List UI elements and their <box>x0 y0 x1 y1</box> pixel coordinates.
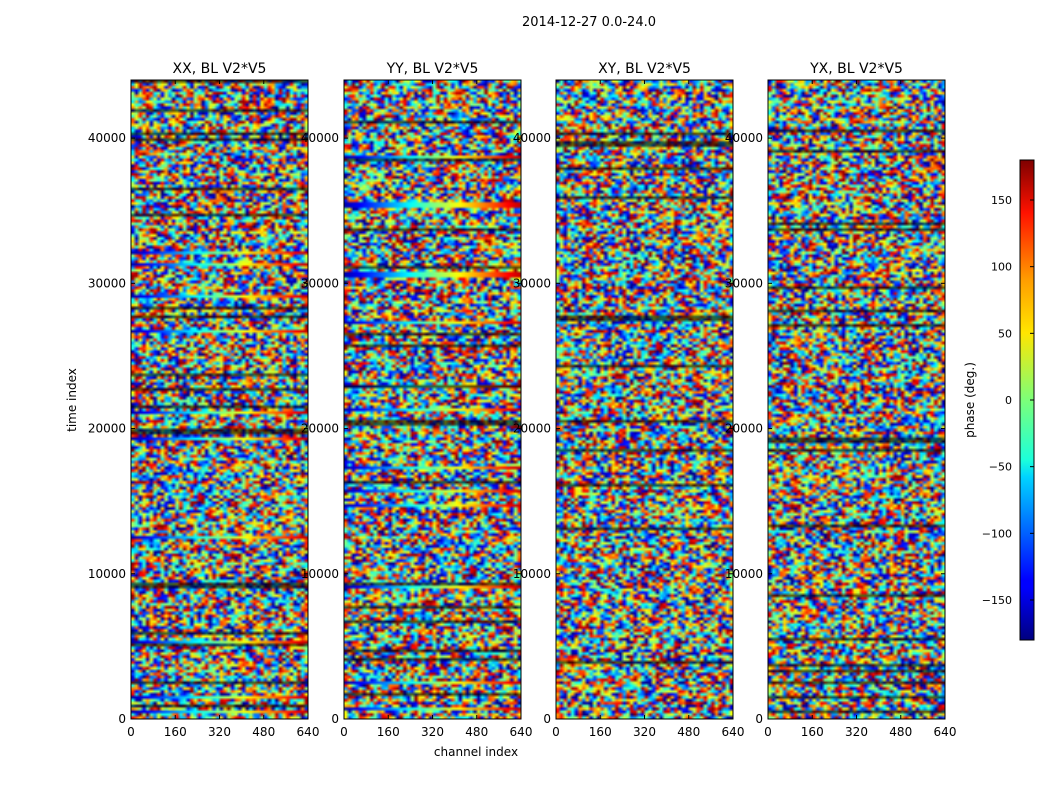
x-tick-label: 0 <box>552 725 560 739</box>
colorbar-tick-label: −150 <box>982 594 1012 607</box>
y-tick-label: 40000 <box>301 131 339 145</box>
x-tick-label: 0 <box>340 725 348 739</box>
x-tick-label: 640 <box>297 725 320 739</box>
x-tick-label: 480 <box>677 725 700 739</box>
colorbar-tick-label: 150 <box>991 194 1012 207</box>
heatmap-image <box>344 80 521 719</box>
colorbar-tick-label: −50 <box>989 461 1012 474</box>
x-tick-label: 160 <box>164 725 187 739</box>
heatmap-image <box>768 80 945 719</box>
panel-2: YY, BL V2*V5 0 160 320 480 640 0 10000 20000 3000… <box>301 61 533 739</box>
x-tick-label: 320 <box>421 725 444 739</box>
y-tick-label: 0 <box>331 712 339 726</box>
x-tick-label: 640 <box>934 725 957 739</box>
heatmap-image <box>556 80 733 719</box>
y-tick-label: 20000 <box>88 422 126 436</box>
panel-3: XY, BL V2*V5 0 160 320 480 640 0 10000 20000 3000… <box>513 61 745 739</box>
y-tick-label: 20000 <box>513 422 551 436</box>
y-tick-label: 10000 <box>301 567 339 581</box>
x-tick-label: 320 <box>845 725 868 739</box>
x-tick-label: 0 <box>764 725 772 739</box>
heatmap-panels: XX, BL V2*V5 0 160 320 480 640 0 10000 20000 3000… <box>88 61 957 739</box>
colorbar-tick-label: 50 <box>998 327 1012 340</box>
x-tick-label: 160 <box>589 725 612 739</box>
x-tick-label: 160 <box>377 725 400 739</box>
y-tick-label: 10000 <box>88 567 126 581</box>
heatmap-image <box>131 80 308 719</box>
panel-title: YY, BL V2*V5 <box>386 61 479 77</box>
x-tick-label: 160 <box>801 725 824 739</box>
y-tick-label: 0 <box>118 712 126 726</box>
colorbar-tick-label: 0 <box>1005 394 1012 407</box>
y-tick-label: 30000 <box>301 276 339 290</box>
colorbar: −150 −100 −50 0 50 100 150 phase (deg.) <box>963 159 1035 641</box>
x-tick-label: 640 <box>510 725 533 739</box>
y-tick-label: 20000 <box>725 422 763 436</box>
panel-1: XX, BL V2*V5 0 160 320 480 640 0 10000 20000 3000… <box>88 61 320 739</box>
panel-title: YX, BL V2*V5 <box>809 61 903 77</box>
y-tick-label: 10000 <box>725 567 763 581</box>
panel-title: XY, BL V2*V5 <box>598 61 691 77</box>
x-tick-label: 0 <box>127 725 135 739</box>
y-tick-label: 40000 <box>513 131 551 145</box>
colorbar-label: phase (deg.) <box>963 362 977 438</box>
x-tick-label: 480 <box>465 725 488 739</box>
y-tick-label: 20000 <box>301 422 339 436</box>
x-axis-label: channel index <box>434 745 518 759</box>
y-axis-label: time index <box>65 368 79 432</box>
colorbar-ticks: −150 −100 −50 0 50 100 150 <box>982 194 1034 607</box>
colorbar-tick-label: 100 <box>991 261 1012 274</box>
y-tick-label: 40000 <box>88 131 126 145</box>
x-tick-label: 480 <box>252 725 275 739</box>
x-tick-label: 320 <box>633 725 656 739</box>
y-tick-label: 0 <box>543 712 551 726</box>
panel-title: XX, BL V2*V5 <box>173 61 267 77</box>
y-tick-label: 40000 <box>725 131 763 145</box>
y-tick-label: 0 <box>755 712 763 726</box>
figure-suptitle: 2014-12-27 0.0-24.0 <box>522 15 656 30</box>
panel-4: YX, BL V2*V5 0 160 320 480 640 0 10000 20000 3000… <box>725 61 957 739</box>
y-tick-label: 30000 <box>725 276 763 290</box>
colorbar-tick-label: −100 <box>982 527 1012 540</box>
x-tick-label: 480 <box>889 725 912 739</box>
y-tick-label: 10000 <box>513 567 551 581</box>
x-tick-label: 640 <box>722 725 745 739</box>
x-tick-label: 320 <box>208 725 231 739</box>
y-tick-label: 30000 <box>88 276 126 290</box>
y-tick-label: 30000 <box>513 276 551 290</box>
